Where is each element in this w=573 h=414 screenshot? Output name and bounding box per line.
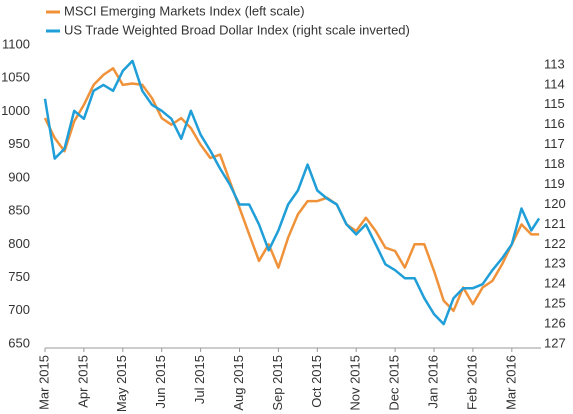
series-line [43,59,541,326]
y2-tick-label: 121 [544,216,566,231]
x-tick-label: Sep 2015 [270,355,285,411]
y2-tick-label: 126 [544,316,566,331]
y2-tick-label: 127 [544,335,566,350]
y2-tick-label: 119 [544,176,565,191]
legend-label: US Trade Weighted Broad Dollar Index (ri… [64,22,410,37]
y2-tick-label: 115 [544,96,565,111]
y2-tick-label: 117 [544,136,565,151]
y-tick-label: 1000 [1,103,30,118]
y-tick-label: 850 [8,203,30,218]
y-tick-label: 1050 [1,70,30,85]
y2-tick-label: 124 [544,276,566,291]
y2-tick-label: 118 [544,156,565,171]
x-tick-label: May 2015 [114,355,129,412]
x-tick-label: Nov 2015 [348,355,363,411]
y-tick-label: 800 [8,236,30,251]
x-tick-label: Jun 2015 [153,355,168,409]
x-tick-label: Jul 2015 [192,355,207,404]
series-line [43,67,540,313]
x-tick-label: Dec 2015 [387,355,402,411]
y2-tick-label: 120 [544,196,566,211]
x-tick-label: Aug 2015 [231,355,246,411]
x-tick-label: Mar 2016 [503,355,518,410]
y2-tick-label: 113 [544,56,565,71]
x-tick-label: Jan 2016 [425,355,440,409]
y2-tick-label: 114 [544,76,565,91]
y-tick-label: 700 [8,302,30,317]
legend-label: MSCI Emerging Markets Index (left scale) [64,3,305,18]
x-tick-label: Mar 2015 [36,355,51,410]
y2-tick-label: 123 [544,256,566,271]
y-tick-label: 1100 [2,36,30,51]
y2-tick-label: 116 [544,116,565,131]
y2-tick-label: 125 [544,296,566,311]
x-tick-label: Oct 2015 [309,355,324,408]
y-tick-label: 950 [8,136,30,151]
y-tick-label: 650 [8,335,30,350]
x-tick-label: Feb 2016 [464,355,479,410]
y-tick-label: 900 [8,169,30,184]
x-tick-label: Apr 2015 [75,355,90,408]
y-tick-label: 750 [8,269,30,284]
y2-tick-label: 122 [544,236,566,251]
